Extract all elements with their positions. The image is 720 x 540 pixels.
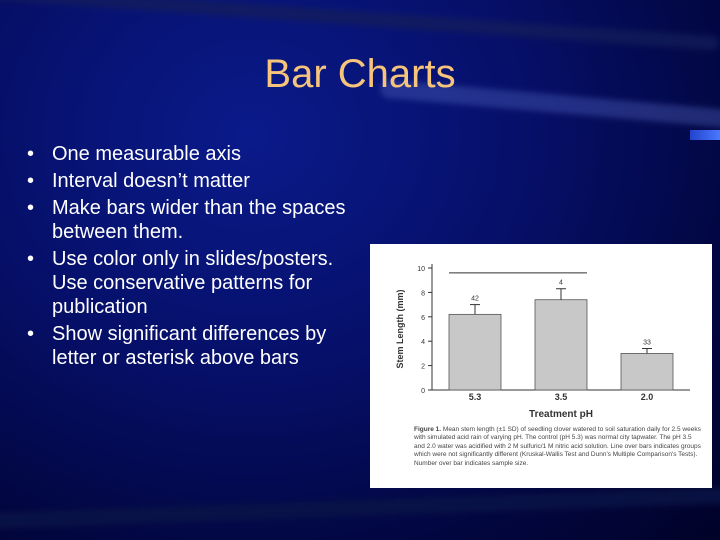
bullet-dot: •	[27, 248, 35, 270]
bullet-item: • Interval doesn’t matter	[22, 169, 362, 193]
figure-caption: Figure 1. Mean stem length (±1 SD) of se…	[414, 426, 704, 468]
sample-size-label: 33	[643, 340, 651, 347]
bullet-dot: •	[27, 197, 35, 219]
accent-bar	[690, 130, 720, 140]
y-tick-label: 0	[421, 388, 425, 395]
bullet-list: • One measurable axis • Interval doesn’t ma…	[22, 142, 362, 373]
bullet-text: Use color only in slides/posters. Use co…	[52, 248, 334, 318]
bullet-text: One measurable axis	[52, 143, 241, 165]
bar-chart: 0 2 4 6 8 10 Stem Length (mm) 42 5.3 4 3.5 33 2.0 Tre…	[395, 264, 690, 420]
bullet-text: Make bars wider than the spaces between …	[52, 197, 346, 243]
y-tick-label: 6	[421, 315, 425, 322]
bullet-item: • Show significant differences by letter …	[22, 322, 362, 370]
background-streak-left	[0, 0, 720, 51]
bullet-dot: •	[27, 323, 35, 345]
y-tick-label: 8	[421, 290, 425, 297]
sample-size-label: 42	[471, 296, 479, 303]
figure-panel: 0 2 4 6 8 10 Stem Length (mm) 42 5.3 4 3.5 33 2.0 Tre…	[370, 244, 712, 488]
bar	[534, 299, 588, 391]
x-tick-label: 2.0	[641, 392, 654, 402]
background-streak-bottom	[0, 486, 720, 530]
x-tick-label: 5.3	[469, 392, 482, 402]
bullet-text: Show significant differences by letter o…	[52, 323, 327, 369]
bullet-item: • Make bars wider than the spaces between…	[22, 196, 362, 244]
bullet-text: Interval doesn’t matter	[52, 170, 250, 192]
bullet-dot: •	[27, 143, 35, 165]
bullet-dot: •	[27, 170, 35, 192]
figure-caption-label: Figure 1.	[414, 426, 442, 433]
y-axis-label: Stem Length (mm)	[395, 289, 405, 368]
bar	[448, 313, 502, 391]
figure-caption-text: Mean stem length (±1 SD) of seedling clo…	[414, 426, 701, 467]
y-tick-label: 2	[421, 364, 425, 371]
sample-size-label: 4	[559, 280, 563, 287]
bar	[620, 353, 674, 391]
bullet-item: • Use color only in slides/posters. Use c…	[22, 247, 362, 319]
y-tick-label: 10	[417, 266, 425, 273]
y-tick-label: 4	[421, 339, 425, 346]
bullet-item: • One measurable axis	[22, 142, 362, 166]
x-tick-label: 3.5	[555, 392, 568, 402]
x-axis-label: Treatment pH	[529, 409, 593, 420]
slide-title: Bar Charts	[264, 52, 456, 96]
